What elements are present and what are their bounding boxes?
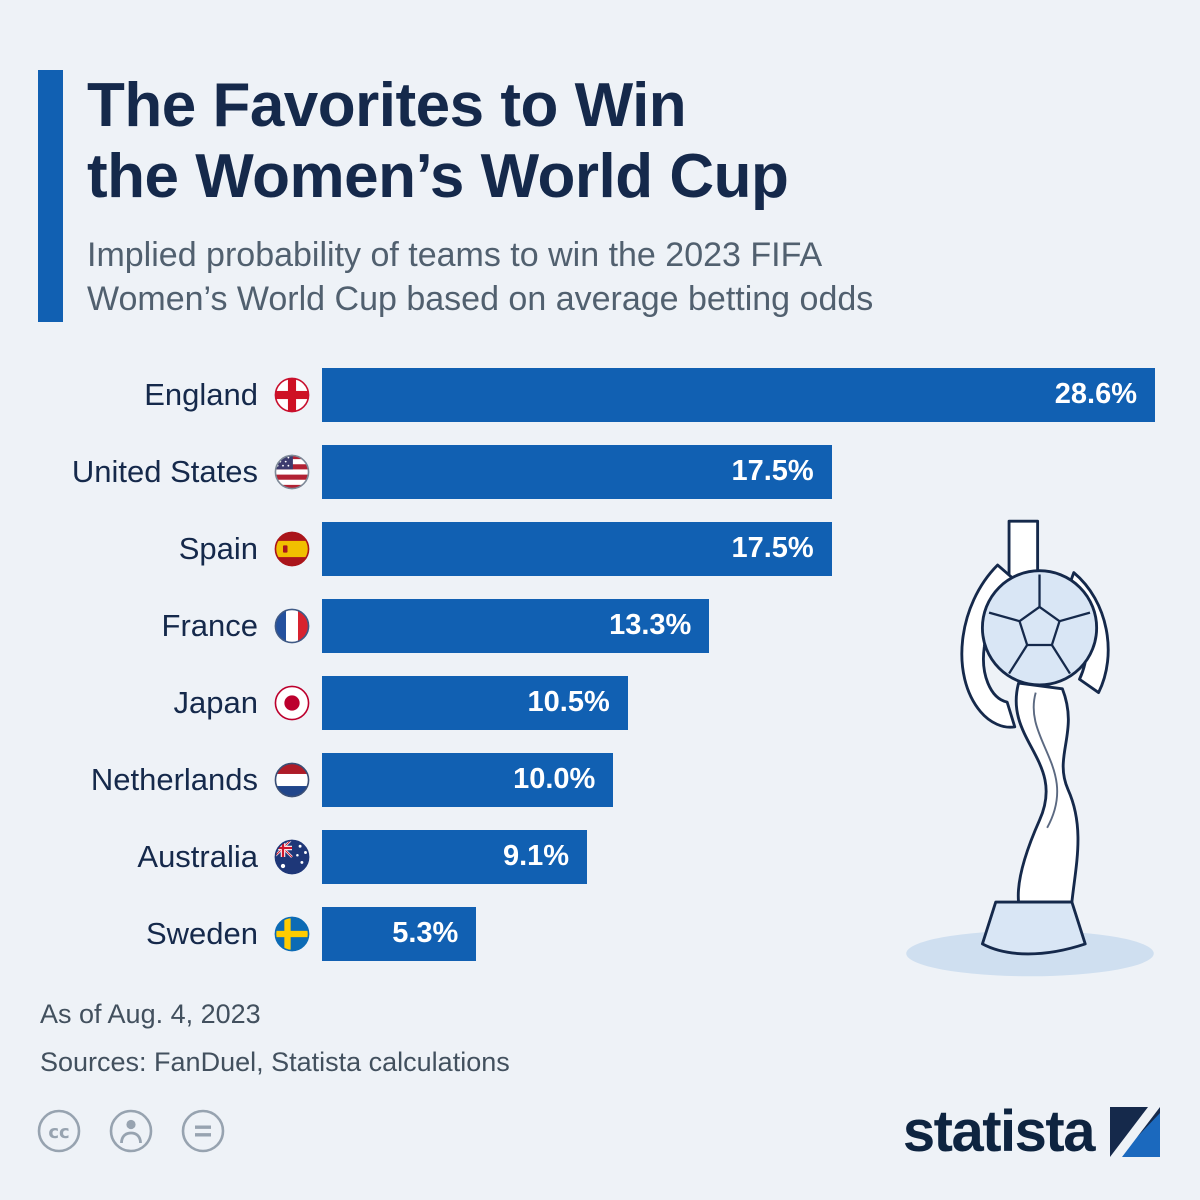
country-label: Spain: [178, 530, 258, 566]
bar-track: 9.1%: [322, 829, 1155, 884]
country-label: Japan: [173, 684, 258, 720]
flag-spain-icon: [274, 531, 310, 567]
bar-value-label: 5.3%: [392, 917, 459, 949]
bar-track: 13.3%: [322, 598, 1155, 653]
probability-bar: 5.3%: [322, 906, 477, 961]
flag-sweden-icon: [274, 916, 310, 952]
statista-logo-text: statista: [902, 1099, 1096, 1164]
bar-value-label: 10.0%: [513, 763, 596, 795]
chart-row: Australia 9.1%: [40, 818, 1155, 895]
bar-value-label: 9.1%: [502, 840, 570, 872]
title-line-2: the Women’s World Cup: [87, 142, 789, 212]
country-label: United States: [71, 453, 258, 489]
statista-logo-mark-icon: [1110, 1106, 1160, 1157]
svg-text:cc: cc: [48, 1122, 69, 1143]
country-label: Sweden: [145, 915, 258, 951]
flag-japan-icon: [274, 685, 310, 721]
bar-track: 28.6%: [322, 367, 1155, 422]
page-title: The Favorites to Win the Women’s World C…: [87, 70, 873, 213]
flag-france-icon: [274, 608, 310, 644]
probability-bar: 17.5%: [322, 521, 832, 576]
chart-row: France 13.3%: [40, 587, 1155, 664]
bar-value-label: 10.5%: [527, 686, 610, 718]
flag-netherlands-icon: [274, 762, 310, 798]
bar-value-label: 28.6%: [1054, 378, 1137, 410]
probability-bar: 17.5%: [322, 444, 832, 499]
bar-track: 5.3%: [322, 906, 1155, 961]
chart-row: Netherlands 10.0%: [40, 741, 1155, 818]
country-label: France: [161, 607, 258, 643]
subtitle: Implied probability of teams to win the …: [87, 233, 873, 323]
subtitle-line-1: Implied probability of teams to win the …: [87, 235, 823, 274]
country-label: Australia: [137, 838, 258, 874]
no-derivatives-equals-icon[interactable]: [180, 1108, 226, 1154]
bar-track: 10.0%: [322, 752, 1155, 807]
bar-chart: England 28.6% United States 17.5% Spain 17.5%…: [40, 356, 1155, 972]
chart-row: England 28.6%: [40, 356, 1155, 433]
title-line-1: The Favorites to Win: [87, 71, 687, 140]
flag-usa-icon: [274, 454, 310, 490]
statista-logo[interactable]: statista: [903, 1098, 1160, 1165]
as-of-date: As of Aug. 4, 2023: [40, 999, 261, 1029]
probability-bar: 10.0%: [322, 752, 614, 807]
flag-england-icon: [274, 377, 310, 413]
chart-row: Sweden 5.3%: [40, 895, 1155, 972]
bar-value-label: 17.5%: [731, 455, 814, 487]
trophy-base: [980, 900, 1087, 956]
bar-value-label: 13.3%: [609, 609, 692, 641]
bar-track: 17.5%: [322, 521, 1155, 576]
license-icons: cc: [36, 1108, 226, 1154]
bar-value-label: 17.5%: [731, 532, 814, 564]
probability-bar: 28.6%: [322, 367, 1155, 422]
probability-bar: 13.3%: [322, 598, 710, 653]
title-accent-bar: [38, 70, 63, 323]
probability-bar: 9.1%: [322, 829, 588, 884]
bar-track: 10.5%: [322, 675, 1155, 730]
sources-note: Sources: FanDuel, Statista calculations: [40, 1046, 510, 1077]
footer: As of Aug. 4, 2023 Sources: FanDuel, Sta…: [40, 994, 510, 1084]
probability-bar: 10.5%: [322, 675, 628, 730]
country-label: Netherlands: [90, 761, 258, 797]
header: The Favorites to Win the Women’s World C…: [38, 70, 1160, 323]
country-label: England: [144, 376, 258, 412]
flag-australia-icon: [274, 839, 310, 875]
subtitle-line-2: Women’s World Cup based on average betti…: [87, 280, 874, 319]
attribution-person-icon[interactable]: [108, 1108, 154, 1154]
chart-row: Japan 10.5%: [40, 664, 1155, 741]
title-block: The Favorites to Win the Women’s World C…: [87, 70, 873, 322]
bar-track: 17.5%: [322, 444, 1155, 499]
chart-row: United States 17.5%: [40, 433, 1155, 510]
chart-row: Spain 17.5%: [40, 510, 1155, 587]
creative-commons-icon[interactable]: cc: [36, 1108, 82, 1154]
world-cup-trophy-illustration: [906, 519, 1154, 977]
